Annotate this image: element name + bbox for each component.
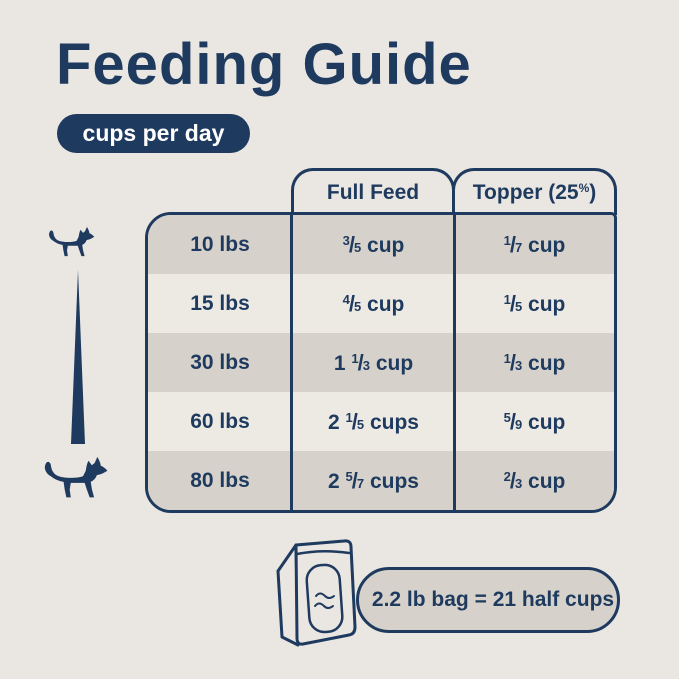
topper-cell: 1/3 cup — [455, 350, 614, 376]
weight-cell: 15 lbs — [190, 291, 250, 315]
whole-number: 2 — [328, 410, 340, 434]
table-row: 30 lbs 1 1/3 cup 1/3 cup — [148, 333, 614, 392]
topper-cell: 5/9 cup — [455, 409, 614, 435]
food-bag-icon — [276, 539, 357, 647]
topper-cell: 1/7 cup — [455, 232, 614, 258]
column-header-topper: Topper (25%) — [452, 168, 617, 215]
page-title: Feeding Guide — [56, 32, 472, 97]
column-header-full-feed: Full Feed — [291, 168, 455, 215]
fraction: 5/9 — [503, 408, 523, 434]
full-feed-cell: 4/5 cup — [292, 291, 455, 317]
table-row: 15 lbs 4/5 cup 1/5 cup — [148, 274, 614, 333]
fraction: 5/7 — [345, 467, 365, 493]
feeding-table-rows: 10 lbs 3/5 cup 1/7 cup 15 lbs 4/5 cup 1/5 cup… — [148, 215, 614, 510]
unit: cup — [375, 351, 414, 375]
unit: cup — [528, 292, 566, 316]
column-divider-1 — [290, 215, 293, 510]
large-dog-icon — [44, 456, 108, 498]
unit: cup — [528, 469, 566, 493]
feeding-table: 10 lbs 3/5 cup 1/7 cup 15 lbs 4/5 cup 1/5 cup… — [145, 212, 617, 513]
fraction: 4/5 — [342, 290, 362, 316]
fraction: 1/7 — [503, 231, 523, 257]
full-feed-cell: 3/5 cup — [292, 232, 455, 258]
full-feed-label: Full Feed — [326, 181, 420, 204]
topper-label: Topper (25%) — [472, 181, 597, 204]
bag-note-pill: 2.2 lb bag = 21 half cups — [356, 567, 620, 633]
fraction: 1/5 — [503, 290, 523, 316]
weight-cell: 30 lbs — [190, 350, 250, 374]
small-dog-icon — [49, 226, 95, 257]
unit: cups — [369, 469, 419, 493]
bag-note-text: 2.2 lb bag = 21 half cups — [371, 588, 615, 611]
topper-cell: 2/3 cup — [455, 468, 614, 494]
percent-superscript: % — [578, 181, 590, 195]
unit: cups — [369, 410, 419, 434]
table-row: 60 lbs 2 1/5 cups 5/9 cup — [148, 392, 614, 451]
table-row: 80 lbs 2 5/7 cups 2/3 cup — [148, 451, 614, 510]
whole-number: 1 — [333, 351, 346, 375]
table-row: 10 lbs 3/5 cup 1/7 cup — [148, 215, 614, 274]
full-feed-cell: 2 1/5 cups — [292, 409, 455, 435]
size-scale-wedge — [71, 270, 85, 444]
fraction: 3/5 — [342, 231, 362, 257]
units-badge: cups per day — [57, 114, 250, 153]
topper-cell: 1/5 cup — [455, 291, 614, 317]
fraction: 1/3 — [351, 349, 370, 375]
column-divider-2 — [453, 215, 456, 510]
whole-number: 2 — [328, 469, 340, 493]
weight-cell: 80 lbs — [190, 468, 250, 492]
weight-cell: 60 lbs — [190, 409, 250, 433]
unit: cup — [528, 351, 566, 375]
fraction: 1/3 — [503, 349, 523, 375]
unit: cup — [528, 410, 566, 434]
unit: cup — [367, 233, 405, 257]
unit: cup — [367, 292, 405, 316]
fraction: 1/5 — [345, 408, 365, 434]
full-feed-cell: 2 5/7 cups — [292, 468, 455, 494]
fraction: 2/3 — [503, 467, 523, 493]
weight-cell: 10 lbs — [190, 232, 250, 256]
units-badge-label: cups per day — [82, 120, 225, 146]
full-feed-cell: 1 1/3 cup — [292, 350, 455, 376]
unit: cup — [528, 233, 566, 257]
